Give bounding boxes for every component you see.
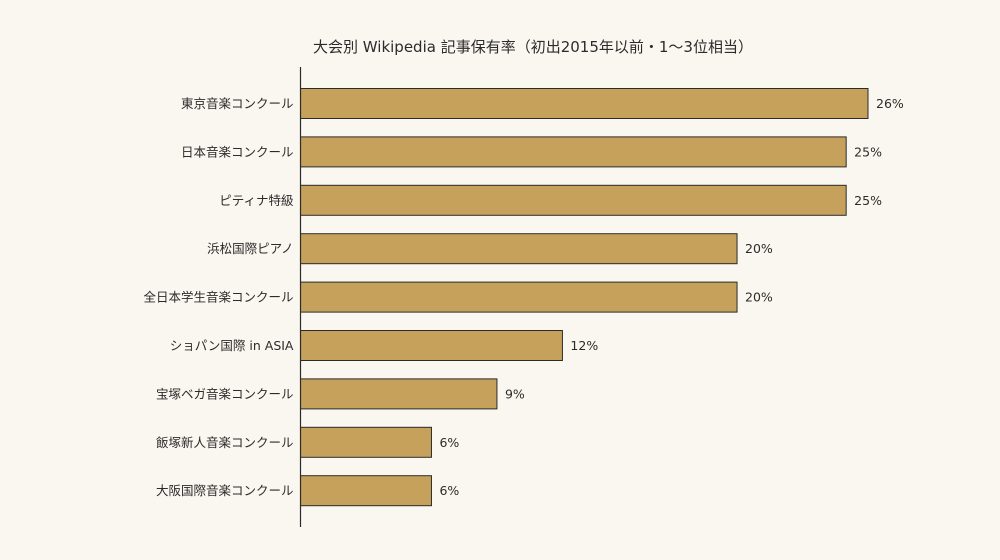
category-label-0: 東京音楽コンクール bbox=[181, 96, 294, 111]
category-label-6: 宝塚ベガ音楽コンクール bbox=[156, 386, 294, 401]
value-label-2: 25% bbox=[854, 193, 882, 208]
value-label-3: 20% bbox=[745, 241, 773, 256]
bar-1 bbox=[300, 136, 847, 168]
value-label-8: 6% bbox=[439, 483, 459, 498]
bar-4 bbox=[300, 281, 738, 313]
bars-group: 東京音楽コンクール 26% 日本音楽コンクール 25% ピティナ特級 25% 浜松国際ピアノ… bbox=[143, 88, 904, 507]
chart-title: 大会別 Wikipedia 記事保有率（初出2015年以前・1〜3位相当） bbox=[313, 38, 753, 56]
value-label-5: 12% bbox=[570, 338, 598, 353]
bar-2 bbox=[300, 184, 847, 216]
bar-6 bbox=[300, 378, 498, 410]
category-label-3: 浜松国際ピアノ bbox=[207, 241, 293, 256]
value-label-1: 25% bbox=[854, 144, 882, 159]
category-label-5: ショパン国際 in ASIA bbox=[170, 338, 294, 353]
value-label-0: 26% bbox=[876, 96, 904, 111]
bar-3 bbox=[300, 233, 738, 265]
value-label-6: 9% bbox=[505, 386, 525, 401]
category-label-8: 大阪国際音楽コンクール bbox=[156, 483, 294, 498]
bar-5 bbox=[300, 330, 563, 361]
bar-8 bbox=[300, 475, 432, 507]
bar-7 bbox=[300, 426, 432, 458]
value-label-4: 20% bbox=[745, 290, 773, 305]
bar-0 bbox=[300, 88, 869, 119]
category-label-4: 全日本学生音楽コンクール bbox=[143, 290, 293, 305]
category-label-7: 飯塚新人音楽コンクール bbox=[156, 435, 294, 450]
category-label-2: ピティナ特級 bbox=[219, 193, 294, 208]
category-label-1: 日本音楽コンクール bbox=[181, 144, 294, 159]
value-label-7: 6% bbox=[439, 435, 459, 450]
